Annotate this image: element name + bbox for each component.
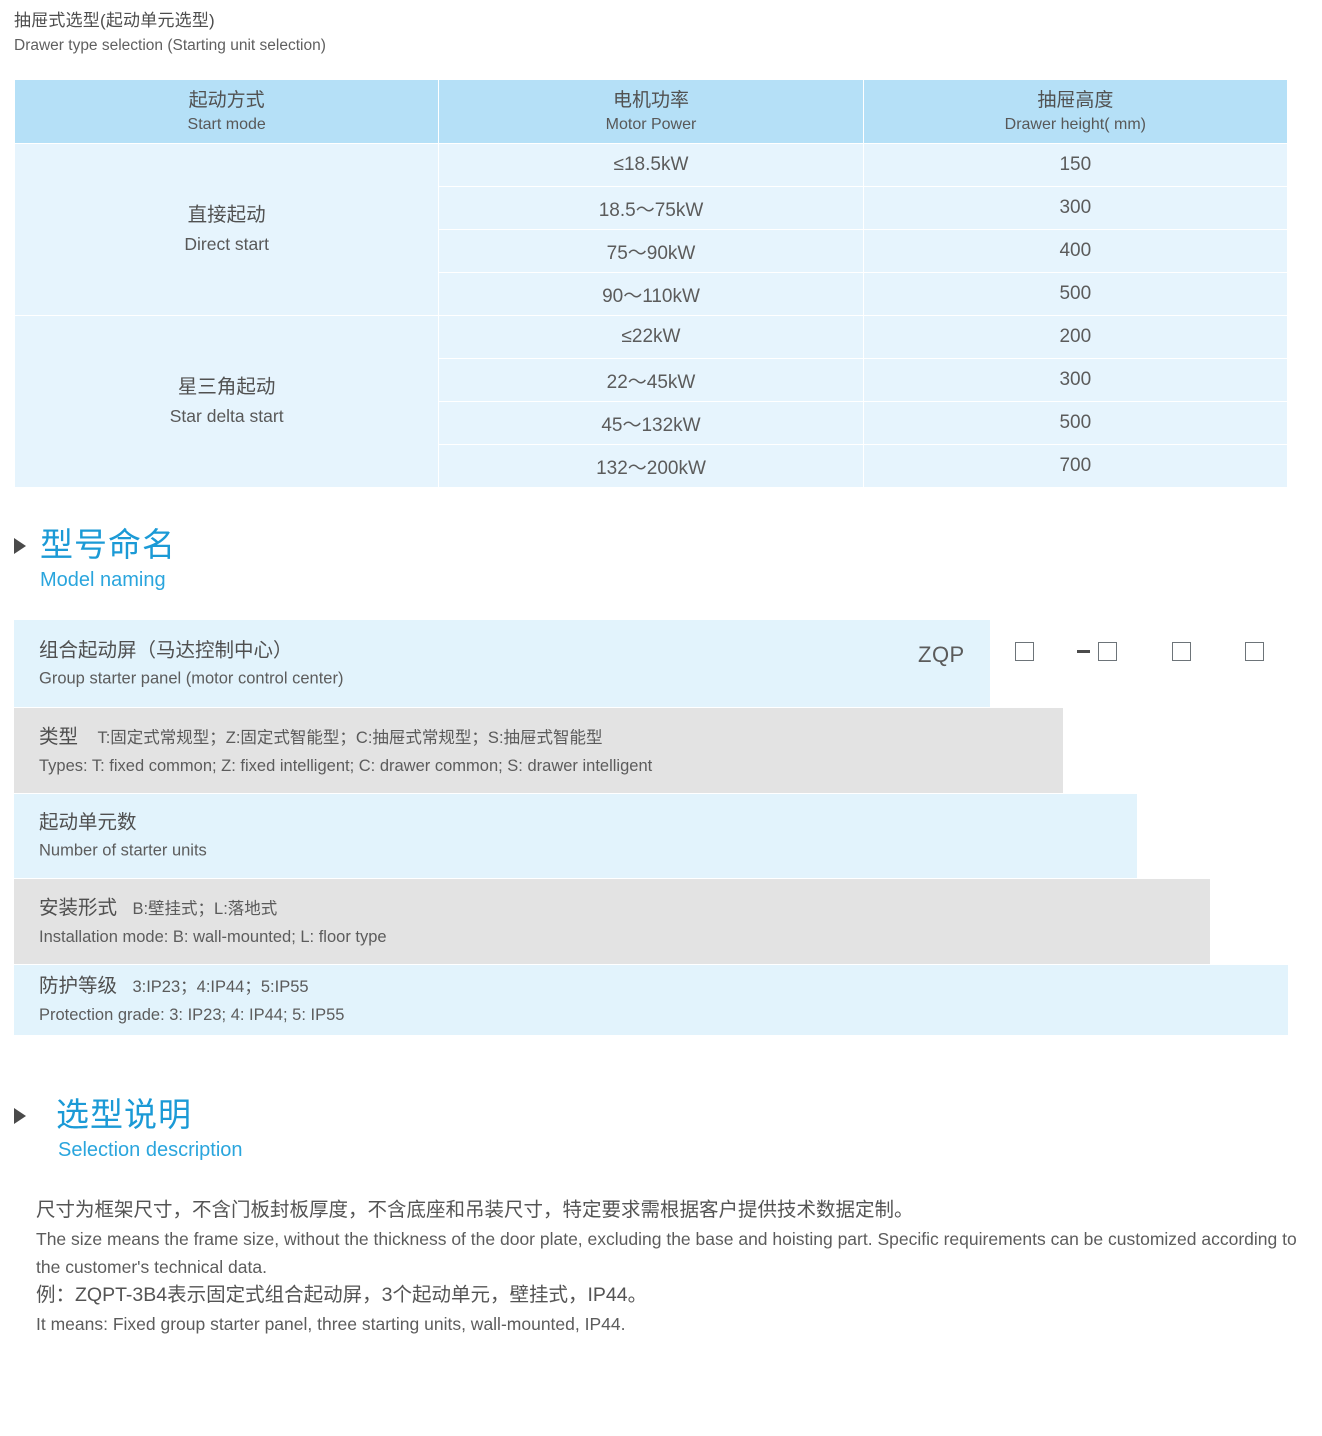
caption-english: Drawer type selection (Starting unit sel…	[14, 37, 326, 54]
page-caption: 抽屉式选型(起动单元选型) Drawer type selection (Sta…	[14, 8, 814, 58]
square-box-icon[interactable]	[1015, 642, 1034, 661]
cell-motor-power: 22～45kW	[438, 358, 864, 402]
model-row-2-cn: 类型	[39, 725, 79, 748]
header-drawer-height-en: Drawer height( mm)	[1004, 115, 1146, 133]
cell-motor-power: 18.5～75kW	[438, 186, 864, 230]
model-row-types: 类型 T:固定式常规型；Z:固定式智能型；C:抽屉式常规型；S:抽屉式智能型 T…	[14, 708, 1063, 794]
code-box-unit-count[interactable]	[1077, 642, 1117, 661]
header-drawer-height-cn: 抽屉高度	[1037, 89, 1114, 111]
cell-drawer-height: 500	[862, 401, 1289, 445]
cell-motor-power: 132～200kW	[438, 444, 864, 488]
triangle-right-icon	[14, 1108, 26, 1124]
table-row: 75～90kW 400	[15, 229, 1289, 273]
cell-drawer-height: 500	[862, 272, 1289, 316]
dash-icon	[1077, 650, 1090, 653]
table-row: 90～110kW 500	[15, 272, 1289, 316]
start-mode-en: Direct start	[184, 233, 269, 254]
cell-drawer-height: 200	[862, 315, 1289, 359]
section-title-en: Selection description	[58, 1139, 243, 1161]
model-row-2-cn-detail: T:固定式常规型；Z:固定式智能型；C:抽屉式常规型；S:抽屉式智能型	[97, 728, 603, 747]
start-mode-en: Star delta start	[169, 405, 284, 426]
section-title-cn: 选型说明	[56, 1096, 192, 1133]
section-title-cn: 型号命名	[40, 526, 176, 563]
table-row: 132～200kW 700	[15, 444, 1289, 488]
cell-drawer-height: 400	[862, 229, 1289, 273]
description-line-3-cn: 例：ZQPT-3B4表示固定式组合起动屏，3个起动单元，壁挂式，IP44。	[36, 1284, 648, 1306]
square-box-icon[interactable]	[1098, 642, 1117, 661]
section-header-model-naming: 型号命名 Model naming	[14, 525, 176, 595]
cell-start-mode-direct: 直接起动 Direct start	[13, 143, 440, 316]
square-box-icon[interactable]	[1245, 642, 1264, 661]
model-row-1-en: Group starter panel (motor control cente…	[39, 669, 344, 687]
cell-drawer-height: 300	[862, 358, 1289, 402]
header-drawer-height: 抽屉高度 Drawer height( mm)	[862, 79, 1289, 144]
caption-chinese: 抽屉式选型(起动单元选型)	[14, 11, 215, 30]
triangle-right-icon	[14, 538, 26, 554]
cell-drawer-height: 700	[862, 444, 1289, 488]
model-row-installation-mode: 安装形式 B:壁挂式；L:落地式 Installation mode: B: w…	[14, 879, 1210, 965]
model-naming-diagram: 组合起动屏（马达控制中心） Group starter panel (motor…	[14, 620, 1288, 1035]
cell-motor-power: 90～110kW	[438, 272, 864, 316]
table-row: 18.5～75kW 300	[15, 186, 1289, 230]
table-row: 直接起动 Direct start ≤18.5kW 150	[13, 143, 1289, 316]
header-start-mode-en: Start mode	[187, 115, 266, 133]
table-row: 星三角起动 Star delta start ≤22kW 200	[13, 315, 1289, 488]
model-row-5-en: Protection grade: 3: IP23; 4: IP44; 5: I…	[39, 1006, 345, 1024]
code-box-type[interactable]	[1015, 642, 1034, 661]
cell-motor-power: 45～132kW	[438, 401, 864, 445]
section-title-en: Model naming	[40, 569, 166, 591]
model-row-3-en: Number of starter units	[39, 841, 207, 860]
drawer-selection-table: 起动方式 Start mode 电机功率 Motor Power 抽屉高度 Dr…	[13, 79, 1289, 488]
header-motor-power-en: Motor Power	[605, 115, 697, 133]
table-header-row: 起动方式 Start mode 电机功率 Motor Power 抽屉高度 Dr…	[13, 79, 1289, 144]
description-line-2-en: The size means the frame size, without t…	[36, 1229, 1297, 1277]
cell-drawer-height: 150	[862, 143, 1289, 187]
section-header-selection-description: 选型说明 Selection description	[14, 1095, 243, 1165]
description-line-1-cn: 尺寸为框架尺寸，不含门板封板厚度，不含底座和吊装尺寸，特定要求需根据客户提供技术…	[36, 1199, 914, 1221]
model-row-4-cn: 安装形式	[39, 896, 118, 919]
header-motor-power-cn: 电机功率	[612, 89, 689, 111]
model-row-5-cn-detail: 3:IP23；4:IP44；5:IP55	[132, 978, 309, 996]
code-box-protection[interactable]	[1245, 642, 1264, 661]
header-motor-power: 电机功率 Motor Power	[438, 79, 864, 144]
model-row-3-cn: 起动单元数	[39, 811, 137, 834]
model-row-1-cn: 组合起动屏（马达控制中心）	[39, 639, 293, 661]
selection-description-body: 尺寸为框架尺寸，不含门板封板厚度，不含底座和吊装尺寸，特定要求需根据客户提供技术…	[36, 1196, 1298, 1338]
model-row-2-en: Types: T: fixed common; Z: fixed intelli…	[39, 756, 653, 775]
model-row-number-of-starter-units: 起动单元数 Number of starter units	[14, 794, 1137, 879]
start-mode-cn: 星三角起动	[177, 375, 276, 398]
cell-motor-power: ≤18.5kW	[438, 143, 864, 187]
table-row: 22～45kW 300	[15, 358, 1289, 402]
model-row-5-cn: 防护等级	[39, 975, 118, 997]
model-row-4-cn-detail: B:壁挂式；L:落地式	[132, 899, 278, 918]
cell-motor-power: ≤22kW	[438, 315, 864, 359]
header-start-mode-cn: 起动方式	[188, 89, 265, 111]
start-mode-cn: 直接起动	[187, 203, 266, 226]
code-box-installation[interactable]	[1172, 642, 1191, 661]
header-start-mode: 起动方式 Start mode	[13, 79, 440, 144]
cell-drawer-height: 300	[862, 186, 1289, 230]
cell-start-mode-star-delta: 星三角起动 Star delta start	[13, 315, 440, 488]
cell-motor-power: 75～90kW	[438, 229, 864, 273]
description-line-4-en: It means: Fixed group starter panel, thr…	[36, 1314, 626, 1334]
model-row-4-en: Installation mode: B: wall-mounted; L: f…	[39, 927, 387, 946]
model-row-protection-grade: 防护等级 3:IP23；4:IP44；5:IP55 Protection gra…	[14, 965, 1288, 1035]
square-box-icon[interactable]	[1172, 642, 1191, 661]
model-row-group-starter-panel: 组合起动屏（马达控制中心） Group starter panel (motor…	[14, 620, 990, 708]
table-row: 45～132kW 500	[15, 401, 1289, 445]
